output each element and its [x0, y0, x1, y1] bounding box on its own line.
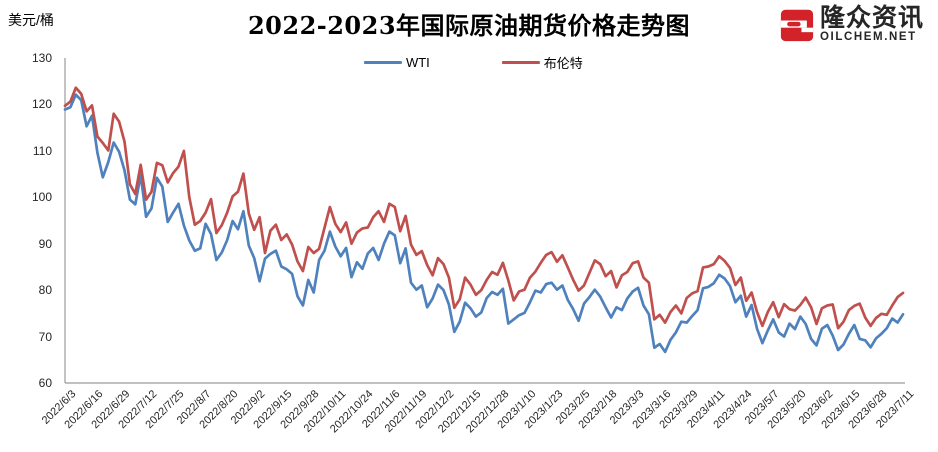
oilchem-logo-icon: [780, 9, 814, 41]
legend-swatch-wti: [363, 61, 402, 64]
legend-item-wti: WTI: [363, 55, 430, 70]
legend-item-brent: 布伦特: [501, 53, 583, 72]
y-tick-label-90: 90: [38, 236, 52, 251]
legend-label-wti: WTI: [405, 55, 430, 70]
logo-domain: OILCHEM.NET: [819, 31, 917, 43]
logo-text-block: 隆众资讯 OILCHEM.NET: [820, 6, 924, 44]
y-tick-label-130: 130: [31, 51, 52, 65]
logo-company-name: 隆众资讯: [819, 4, 924, 32]
y-tick-label-80: 80: [38, 283, 52, 298]
chart-legend: WTI 布伦特: [363, 53, 583, 72]
legend-swatch-brent: [501, 61, 540, 64]
y-tick-label-60: 60: [38, 376, 52, 390]
y-tick-label-110: 110: [32, 143, 52, 158]
wti-line: [63, 93, 905, 354]
y-tick-label-70: 70: [38, 329, 52, 344]
oilchem-logo: 隆众资讯 OILCHEM.NET: [780, 6, 924, 44]
brent-line: [63, 86, 905, 330]
y-tick-label-120: 120: [31, 97, 52, 112]
y-tick-label-100: 100: [31, 190, 52, 205]
y-axis-unit-label: 美元/桶: [8, 12, 54, 28]
legend-label-brent: 布伦特: [543, 56, 583, 71]
chart-title: 2022-2023年国际原油期货价格走势图: [247, 11, 691, 40]
